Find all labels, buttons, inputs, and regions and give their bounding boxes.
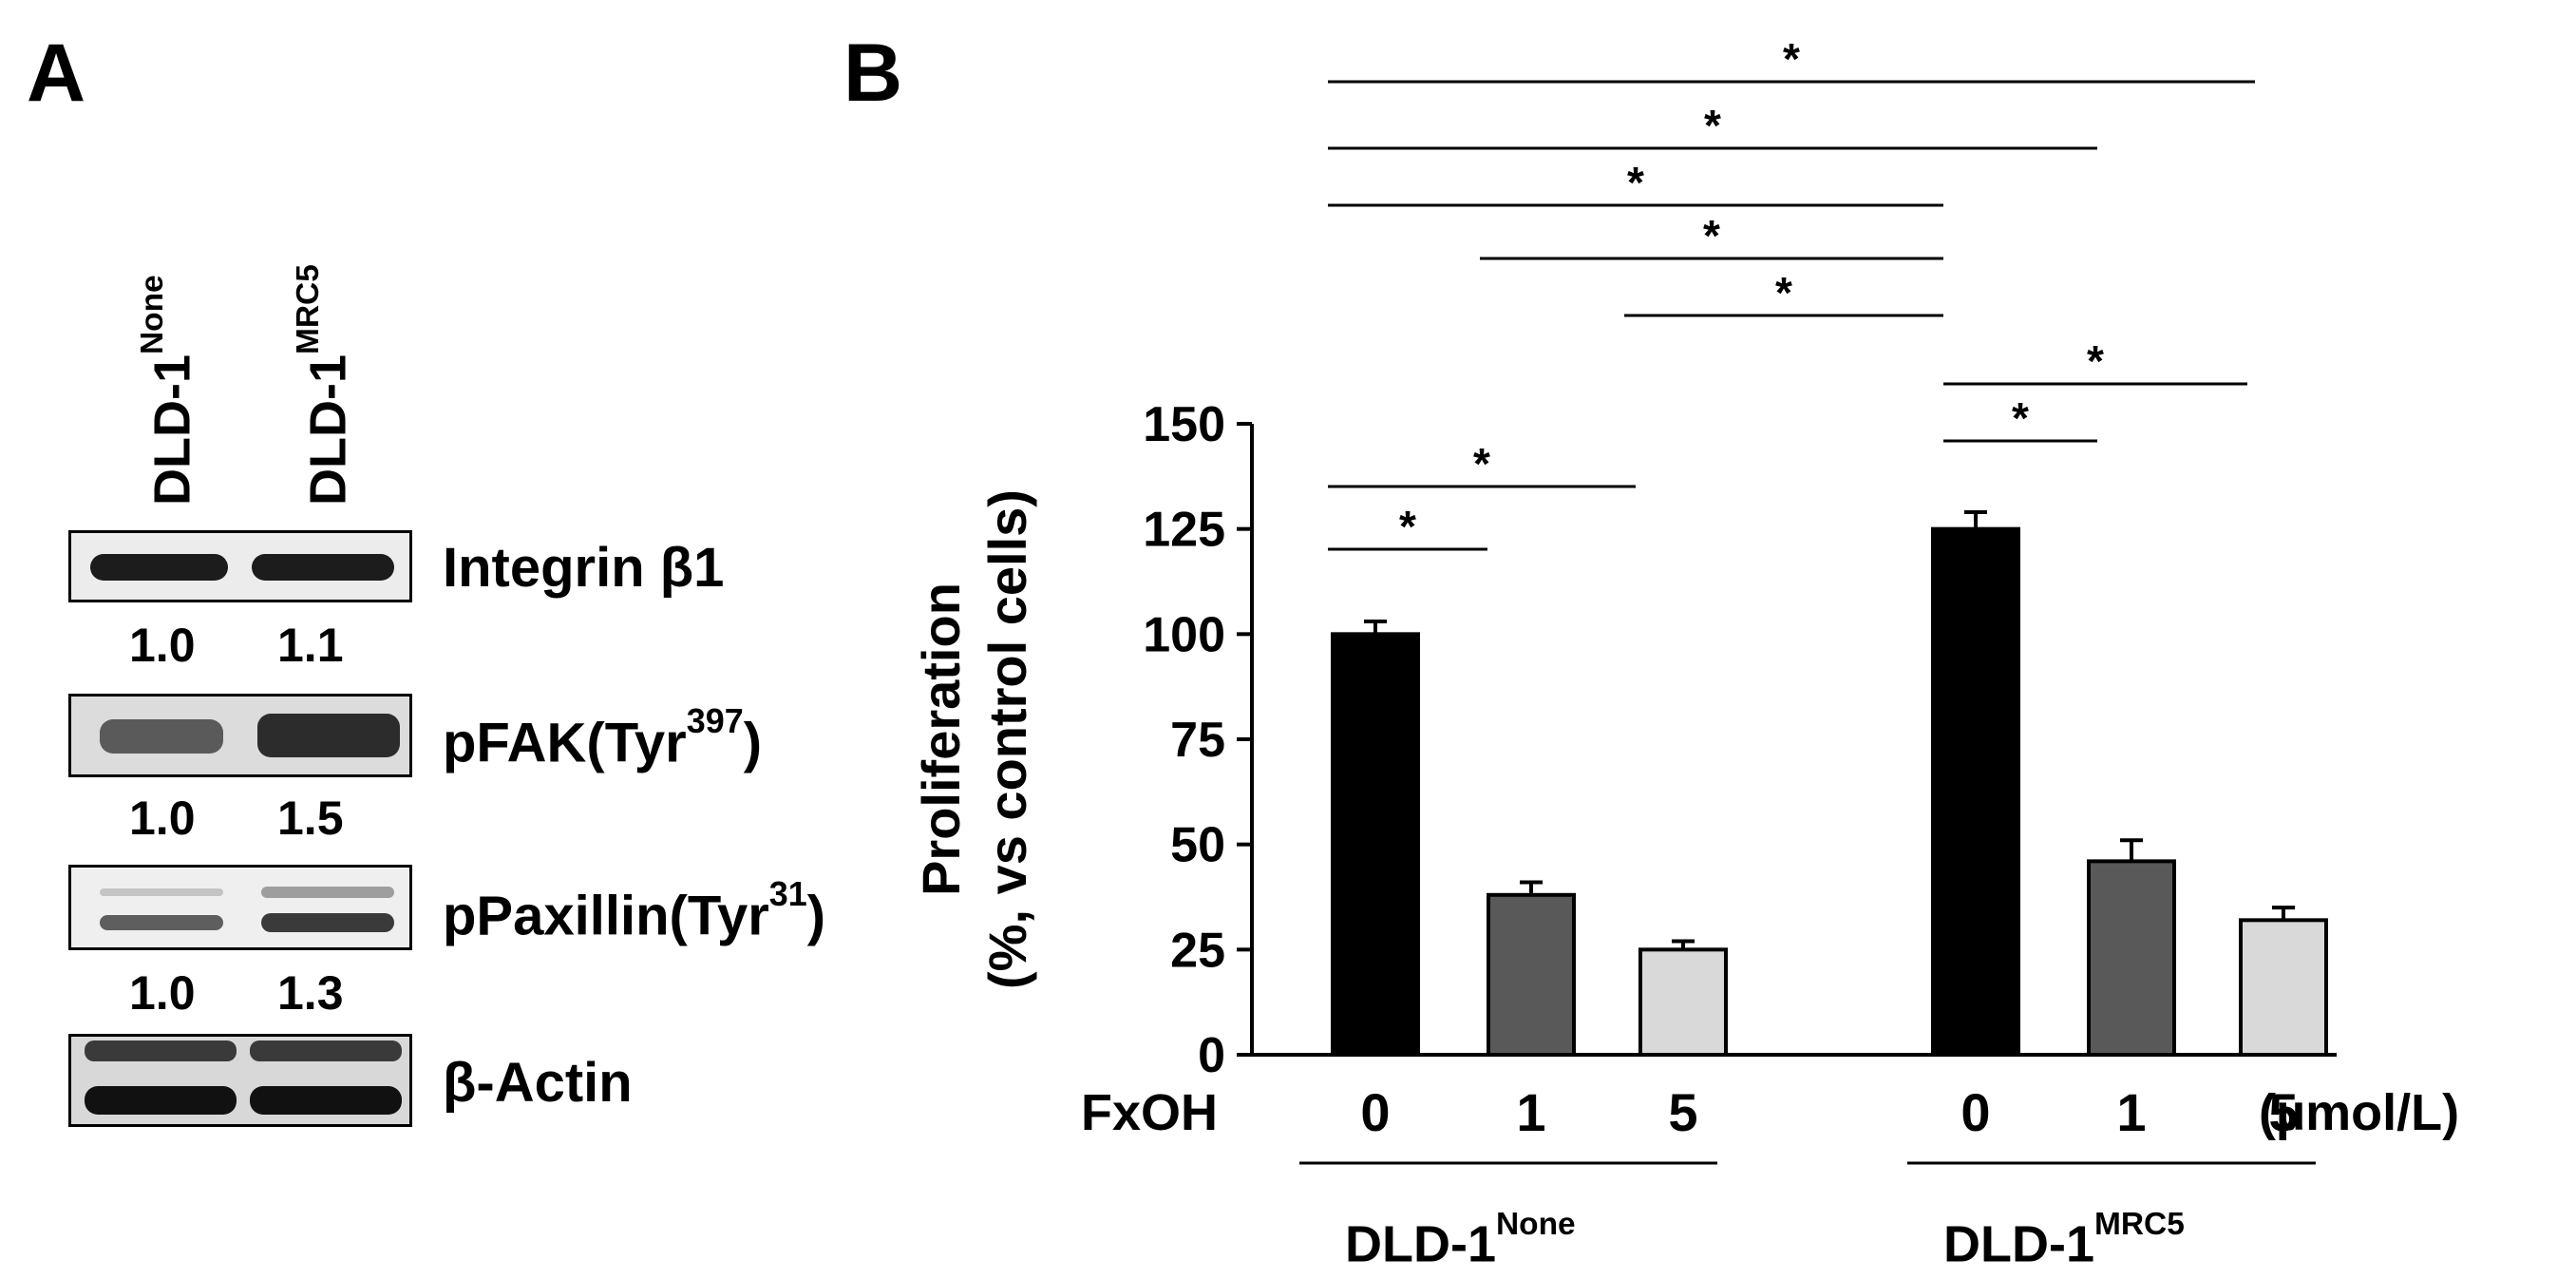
ratio-value: 1.0 — [129, 619, 196, 672]
blot-label-pfak: pFAK(Tyr397) — [443, 701, 762, 775]
x-tick-label: 0 — [1360, 1082, 1390, 1142]
blot-band — [250, 1086, 402, 1115]
blot-band — [252, 554, 394, 581]
blot-label-sup: 397 — [686, 701, 744, 740]
ratio-value: 1.1 — [277, 619, 344, 672]
blot-label-b-actin: β-Actin — [443, 1051, 633, 1115]
significance-mark: * — [1703, 211, 1720, 260]
x-row-label: FxOH — [1081, 1084, 1219, 1141]
significance-mark: * — [1783, 34, 1800, 84]
blot-label-integrin-b1: Integrin β1 — [443, 536, 724, 600]
significance-mark: * — [1399, 502, 1416, 551]
significance-mark: * — [1775, 268, 1792, 317]
group-label-base: DLD-1 — [1943, 1215, 2094, 1273]
blot-ppaxillin — [68, 865, 412, 950]
ratio-value: 1.5 — [277, 792, 344, 845]
blot-band — [100, 719, 223, 754]
blot-label-text: Integrin β1 — [443, 537, 725, 599]
x-tick-label: 1 — [1516, 1082, 1545, 1142]
blot-band — [90, 554, 228, 581]
x-unit-label: (µmol/L) — [2259, 1084, 2460, 1141]
y-tick-label: 50 — [1170, 818, 1225, 873]
panel-a-letter: A — [27, 28, 86, 119]
x-tick-label: 5 — [2268, 1082, 2298, 1142]
y-tick-label: 100 — [1143, 607, 1225, 662]
bar — [2239, 918, 2328, 1058]
group-label-base: DLD-1 — [1345, 1215, 1496, 1273]
y-tick-label: 75 — [1170, 713, 1225, 768]
blot-band — [85, 1086, 237, 1115]
blot-pfak — [68, 694, 412, 777]
ratio-value: 1.0 — [129, 966, 196, 1020]
blot-label-ppaxillin: pPaxillin(Tyr31) — [443, 874, 825, 948]
ratio-value: 1.0 — [129, 792, 196, 845]
blot-label-text: β-Actin — [443, 1052, 633, 1114]
blot-band — [85, 1040, 237, 1061]
blot-label-sup: 31 — [768, 874, 807, 913]
blot-band — [100, 915, 223, 930]
bar — [1638, 947, 1728, 1057]
y-axis-label: Proliferation — [911, 582, 971, 896]
y-tick-label: 125 — [1143, 503, 1225, 558]
y-tick-label: 150 — [1143, 397, 1225, 452]
significance-mark: * — [2012, 393, 2029, 443]
blot-b-actin — [68, 1034, 412, 1127]
y-tick-label: 25 — [1170, 923, 1225, 978]
blot-label-text: pFAK(Tyr — [443, 712, 687, 774]
bar — [1487, 892, 1576, 1058]
bar — [1331, 632, 1420, 1057]
bar — [1931, 526, 2020, 1057]
bar — [2087, 859, 2176, 1058]
blot-band — [261, 887, 394, 898]
significance-mark: * — [2087, 336, 2104, 386]
blot-label-tail: ) — [806, 885, 826, 947]
ratio-value: 1.3 — [277, 966, 344, 1020]
x-tick-label: 0 — [1960, 1082, 1990, 1142]
panel-b-letter: B — [843, 28, 903, 119]
blot-band — [261, 913, 394, 932]
group-label-sup: None — [1496, 1207, 1576, 1242]
y-axis-label: (%, vs control cells) — [977, 489, 1037, 989]
significance-mark: * — [1627, 158, 1644, 207]
blot-band — [257, 714, 400, 757]
blot-band — [100, 888, 223, 896]
group-label-none: DLD-1None — [1345, 1207, 1576, 1273]
significance-mark: * — [1704, 101, 1721, 150]
y-tick-label: 0 — [1198, 1028, 1225, 1083]
x-tick-label: 5 — [1668, 1082, 1697, 1142]
blot-integrin-b1 — [68, 530, 412, 602]
blot-label-text: pPaxillin(Tyr — [443, 885, 769, 947]
significance-mark: * — [1473, 439, 1490, 488]
group-label-mrc5: DLD-1MRC5 — [1943, 1207, 2185, 1273]
blot-band — [250, 1040, 402, 1061]
group-label-sup: MRC5 — [2094, 1207, 2185, 1242]
blot-label-tail: ) — [743, 712, 763, 774]
x-tick-label: 1 — [2116, 1082, 2146, 1142]
